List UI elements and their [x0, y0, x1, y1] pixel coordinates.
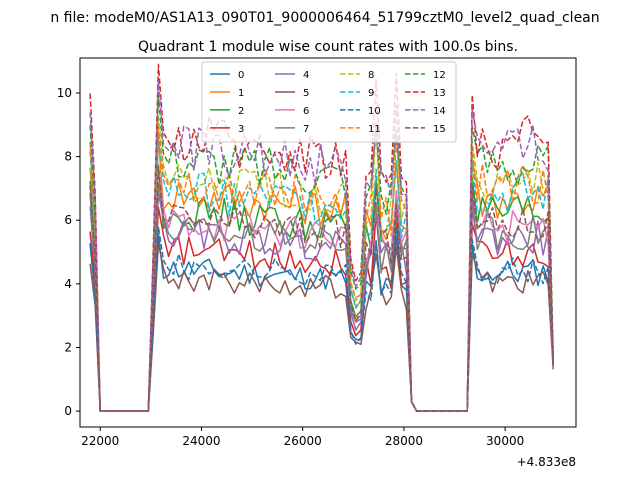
- x-axis-ticks: 22000 24000 26000 28000 30000: [81, 427, 524, 448]
- x-tick-label: 30000: [486, 434, 524, 448]
- legend-label: 14: [433, 106, 446, 117]
- y-tick-label: 8: [64, 150, 72, 164]
- legend-label: 4: [303, 70, 309, 81]
- legend-label: 10: [368, 106, 381, 117]
- legend-label: 6: [303, 106, 309, 117]
- legend-label: 11: [368, 124, 381, 135]
- legend-label: 8: [368, 70, 374, 81]
- y-tick-label: 10: [57, 86, 72, 100]
- x-tick-label: 22000: [81, 434, 119, 448]
- legend-label: 5: [303, 88, 309, 99]
- series-line-3: [89, 206, 554, 412]
- y-tick-label: 0: [64, 404, 72, 418]
- legend-label: 1: [238, 88, 244, 99]
- x-tick-label: 28000: [385, 434, 423, 448]
- series-line-6: [89, 168, 554, 412]
- x-axis-offset-label: +4.833e8: [517, 455, 576, 469]
- legend-label: 9: [368, 88, 374, 99]
- chart-title: Quadrant 1 module wise count rates with …: [138, 39, 518, 55]
- series-line-0: [89, 232, 554, 412]
- legend-label: 13: [433, 88, 446, 99]
- x-tick-label: 26000: [284, 434, 322, 448]
- legend-label: 15: [433, 124, 446, 135]
- x-tick-label: 24000: [182, 434, 220, 448]
- series-line-15: [89, 165, 554, 412]
- axes-frame: [79, 57, 577, 428]
- y-tick-label: 4: [64, 277, 72, 291]
- legend-box: [201, 61, 457, 143]
- legend-label: 12: [433, 70, 446, 81]
- legend-label: 0: [238, 70, 244, 81]
- legend-label: 2: [238, 106, 244, 117]
- series-line-10: [89, 225, 554, 412]
- legend-label: 7: [303, 124, 309, 135]
- legend-label: 3: [238, 124, 244, 135]
- y-tick-label: 2: [64, 340, 72, 354]
- series-line-4: [89, 192, 554, 412]
- plot-area: [89, 63, 554, 412]
- series-line-14: [89, 80, 554, 412]
- series-line-11: [89, 121, 554, 412]
- y-tick-label: 6: [64, 213, 72, 227]
- series-line-13: [89, 63, 554, 412]
- y-axis-ticks: 0 2 4 6 8 10: [57, 86, 80, 418]
- figure-suptitle: n file: modeM0/AS1A13_090T01_9000006464_…: [50, 10, 599, 26]
- series-line-5: [89, 242, 554, 412]
- series-line-9: [89, 136, 554, 412]
